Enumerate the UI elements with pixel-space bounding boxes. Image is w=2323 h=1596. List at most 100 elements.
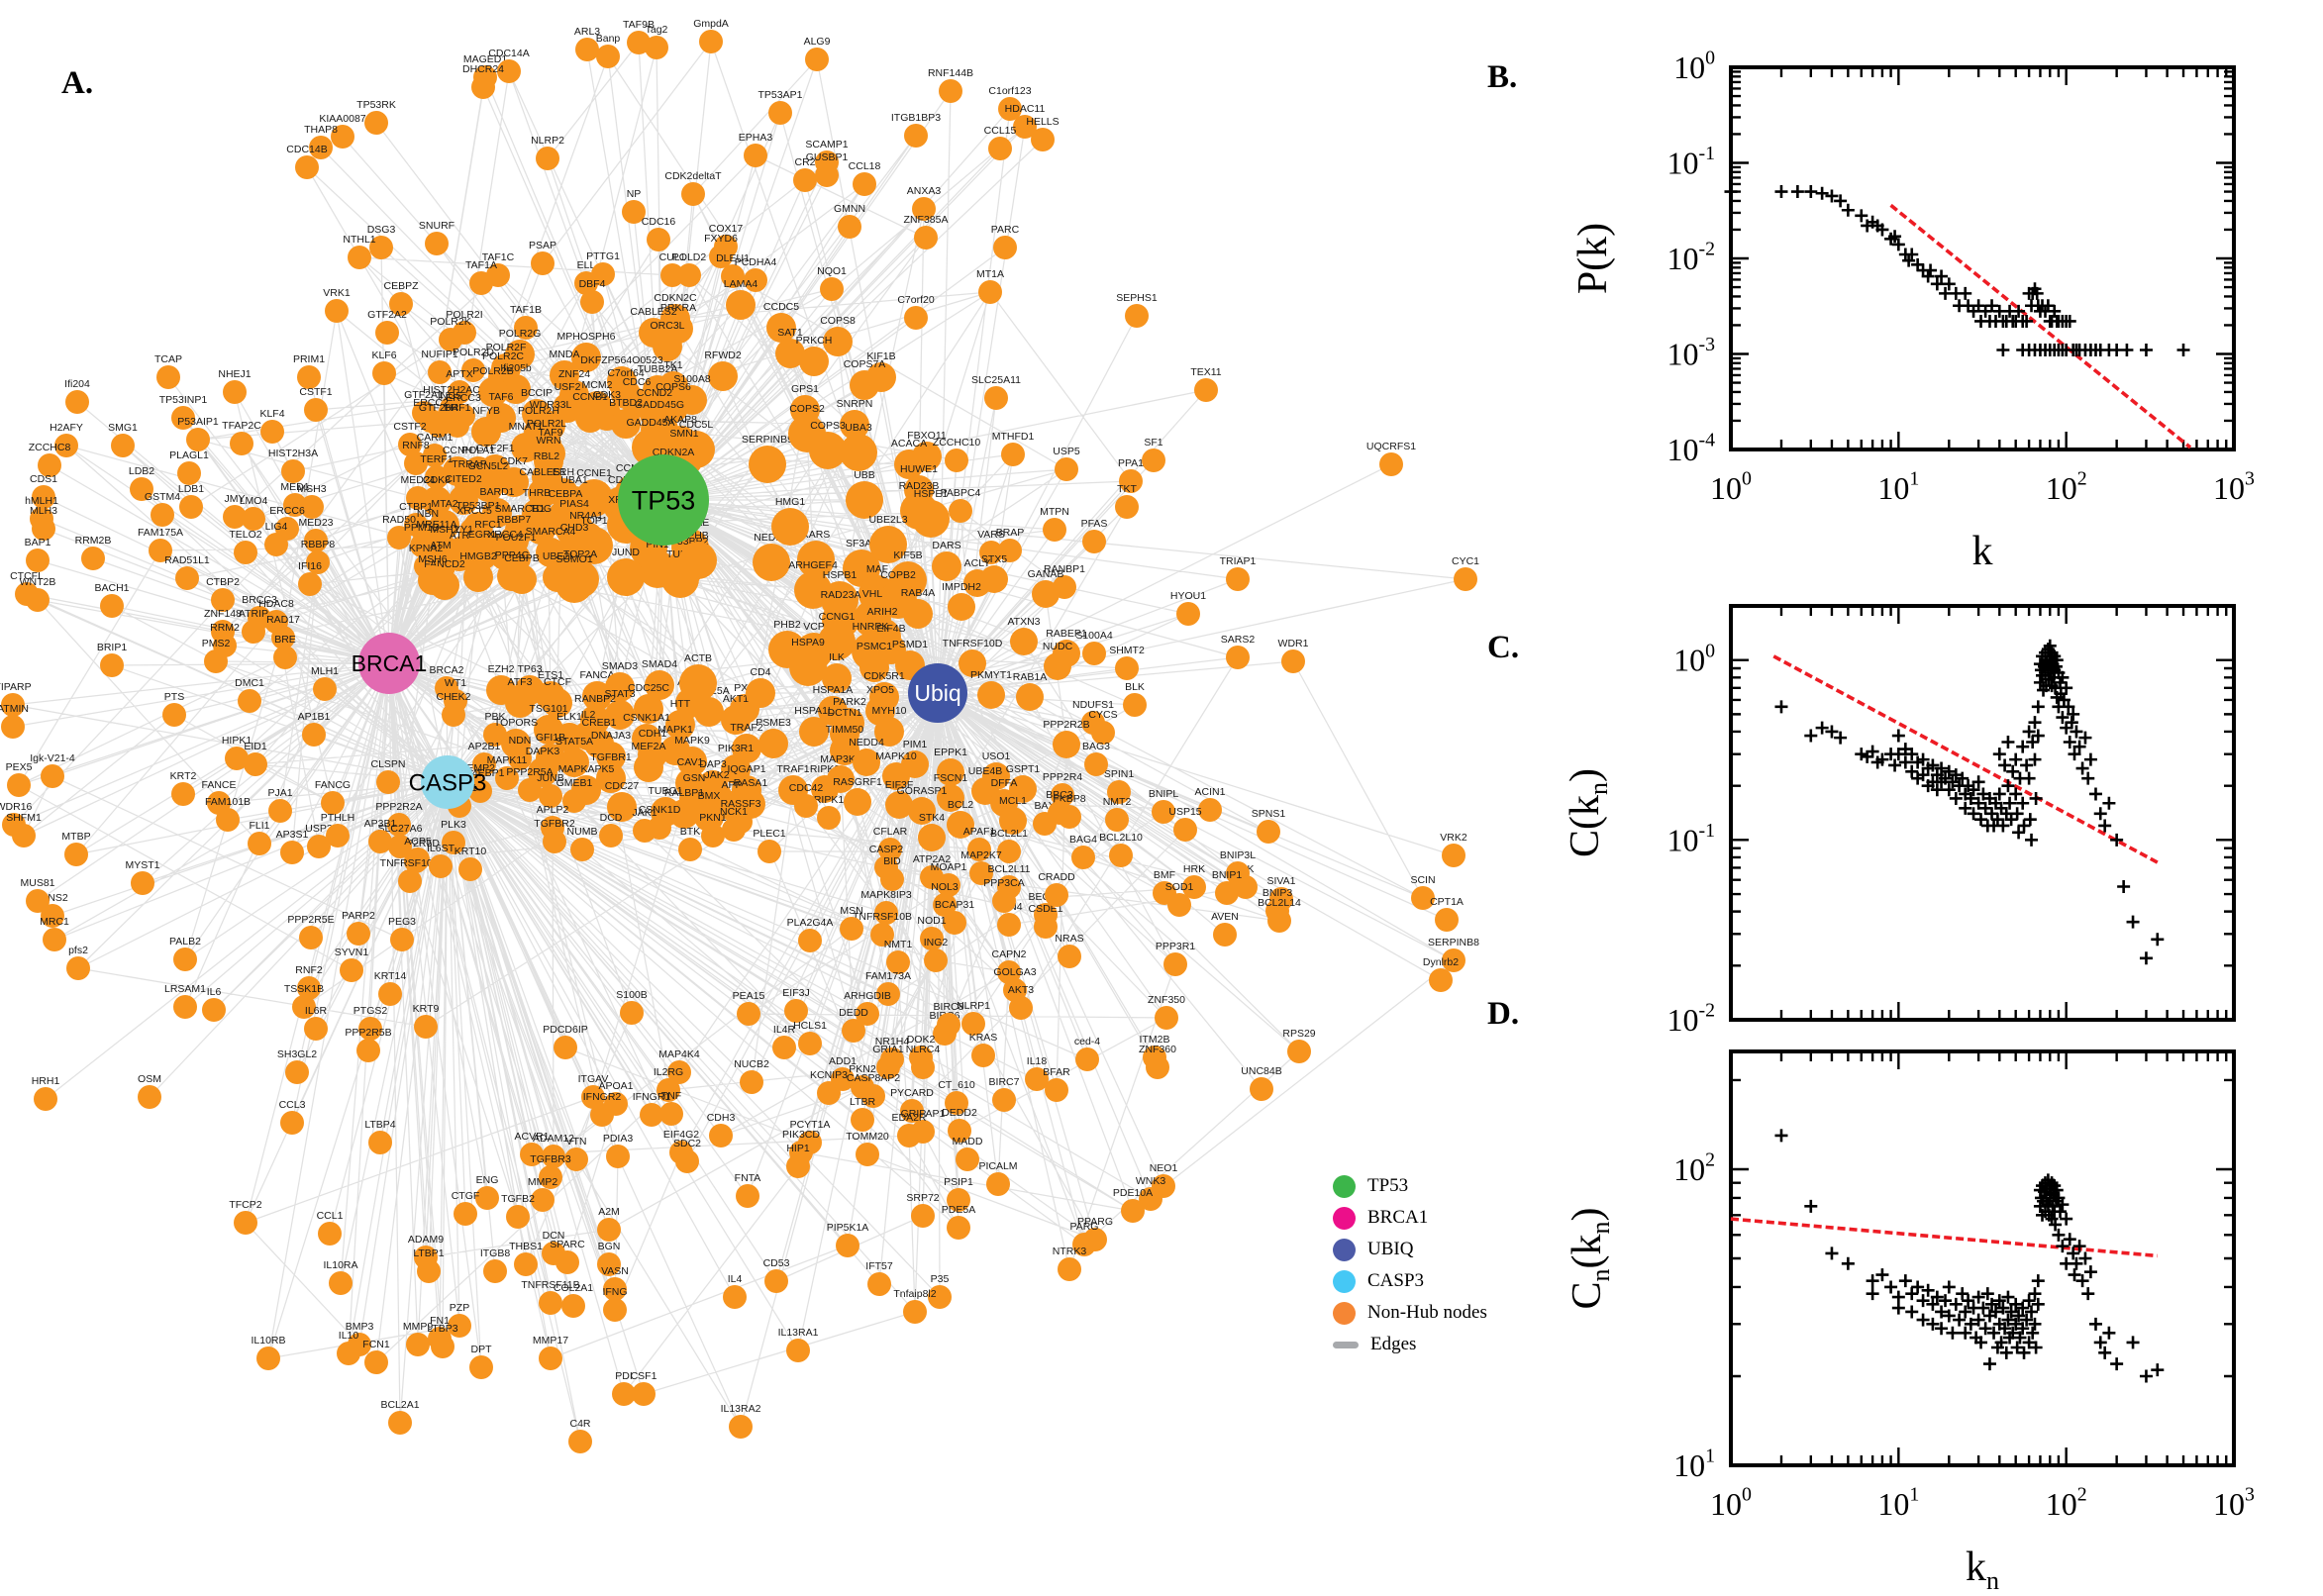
non-hub-node-circle <box>992 889 1016 913</box>
network-node: ENG <box>475 1174 499 1210</box>
non-hub-node-circle <box>439 328 462 351</box>
non-hub-node-circle <box>1435 908 1459 932</box>
non-hub-node-circle <box>458 857 482 881</box>
network-node: CDC14A <box>488 48 530 83</box>
network-node: H2AFY <box>50 422 83 457</box>
non-hub-node-circle <box>640 1103 663 1127</box>
network-node-label: MNDA <box>550 349 580 360</box>
network-node-label: AKT3 <box>1008 984 1034 996</box>
non-hub-node-circle <box>423 444 447 467</box>
network-node-label: TSG101 <box>529 703 567 715</box>
network-node-label: RFC1 <box>474 519 502 531</box>
network-node-label: SMARCA4 <box>526 526 576 538</box>
network-node-label: CDC25C <box>628 682 669 694</box>
network-node-label: APP <box>721 779 742 791</box>
non-hub-node-circle <box>992 1088 1016 1112</box>
network-node: OSM <box>138 1073 161 1109</box>
network-node-label: IL6 <box>207 986 222 998</box>
network-node-label: NR1H4 <box>875 1036 910 1047</box>
non-hub-node-circle <box>54 434 78 457</box>
non-hub-node-circle <box>1379 452 1403 476</box>
network-node: PKN1 <box>699 812 727 848</box>
network-node: PPA1 <box>1118 457 1144 493</box>
network-node-label: PSMD1 <box>892 639 928 650</box>
network-node: MTHFD1 <box>992 431 1034 466</box>
network-node: PTS <box>162 691 186 727</box>
network-node-label: SMARCB1 <box>495 503 546 515</box>
non-hub-node-circle <box>876 1055 900 1079</box>
network-node-label: USP2 <box>305 823 333 835</box>
non-hub-node-circle <box>260 420 284 444</box>
non-hub-node-circle <box>431 1335 454 1358</box>
network-node-label: CARM1 <box>417 432 454 444</box>
non-hub-node-circle <box>313 677 337 701</box>
non-hub-node-circle <box>1034 915 1058 939</box>
network-node-label: LAMA4 <box>724 278 758 290</box>
non-hub-node-circle <box>1226 861 1250 885</box>
network-node: ZNF385A <box>904 214 948 249</box>
network-node: C7orf20 <box>897 294 935 330</box>
non-hub-node-circle <box>581 1085 605 1109</box>
non-hub-node-circle <box>418 565 448 595</box>
hub-node-circle <box>618 454 709 546</box>
network-node-label: SMN1 <box>669 428 698 440</box>
non-hub-node-circle <box>886 950 910 974</box>
network-node-label: PARK2 <box>833 696 866 708</box>
network-node: AKT3 <box>1008 984 1034 1020</box>
network-node: CFLAR <box>873 826 908 861</box>
network-node-label: MMP9 <box>403 1321 433 1333</box>
network-node: MADD <box>953 1136 983 1171</box>
network-node-label: MEF2A <box>631 741 665 752</box>
network-node: AKT1 <box>721 693 751 735</box>
network-node-label: SMG1 <box>108 422 138 434</box>
network-node: CDC25C <box>628 682 669 724</box>
network-node: NLRC4 <box>906 1044 940 1079</box>
network-node-label: P53AIP1 <box>177 416 219 428</box>
network-node: BRE <box>273 634 297 669</box>
network-node-label: TDG <box>530 503 552 515</box>
network-node-label: RASGRF1 <box>833 776 882 788</box>
network-node-label: ILK <box>829 651 845 663</box>
network-node: MAPK8IP3 <box>860 889 912 925</box>
network-node: P53AIP1 <box>177 416 219 451</box>
network-node: IL6 <box>202 986 226 1022</box>
network-node-label: BTK <box>680 826 700 838</box>
network-node-label: BCL2L1 <box>990 828 1028 840</box>
network-node: SAT1 <box>775 327 805 368</box>
non-hub-node-circle <box>472 752 496 776</box>
network-node: ADAM12 <box>533 1133 574 1168</box>
network-node: MUS81 <box>20 877 55 913</box>
network-node: BMX <box>694 790 724 832</box>
network-node-label: TP53INP1 <box>159 394 208 406</box>
network-node: P35 <box>928 1273 952 1309</box>
non-hub-node-circle <box>775 339 805 368</box>
non-hub-node-circle <box>499 467 529 497</box>
network-node: STK4 <box>918 812 946 851</box>
non-hub-node-circle <box>12 824 36 848</box>
non-hub-node-circle <box>390 928 414 951</box>
network-node: IL2RG <box>654 1066 683 1102</box>
network-node: Tnfaip8l2 <box>893 1288 937 1324</box>
network-node-label: SYVN1 <box>335 947 369 958</box>
network-node: IMPDH2 <box>942 581 981 621</box>
non-hub-node-circle <box>406 848 430 871</box>
tick-label: 102 <box>2046 468 2087 506</box>
axis-label: P(k) <box>1570 223 1616 294</box>
non-hub-node-circle <box>298 572 322 596</box>
network-node: RASGRF1 <box>833 776 882 816</box>
network-node: PSME3 <box>756 717 791 758</box>
network-node: CTCF <box>543 676 572 718</box>
network-node-label: DAPK3 <box>526 746 560 757</box>
non-hub-node-circle <box>647 228 670 251</box>
network-node-label: TP53RK <box>356 99 396 111</box>
hub-node-label: Ubiq <box>914 680 960 706</box>
network-node: SCIN <box>1410 874 1436 910</box>
network-node-label: GTF2F1 <box>475 443 514 454</box>
non-hub-node-circle <box>840 434 877 471</box>
network-node-label: PSIP1 <box>944 1176 973 1188</box>
network-node: LTBP1 <box>413 1247 445 1283</box>
non-hub-node-circle <box>388 835 412 858</box>
network-node: POLR2K <box>430 316 471 351</box>
non-hub-node-circle <box>506 1205 530 1229</box>
network-node-label: WNT2B <box>20 576 56 588</box>
